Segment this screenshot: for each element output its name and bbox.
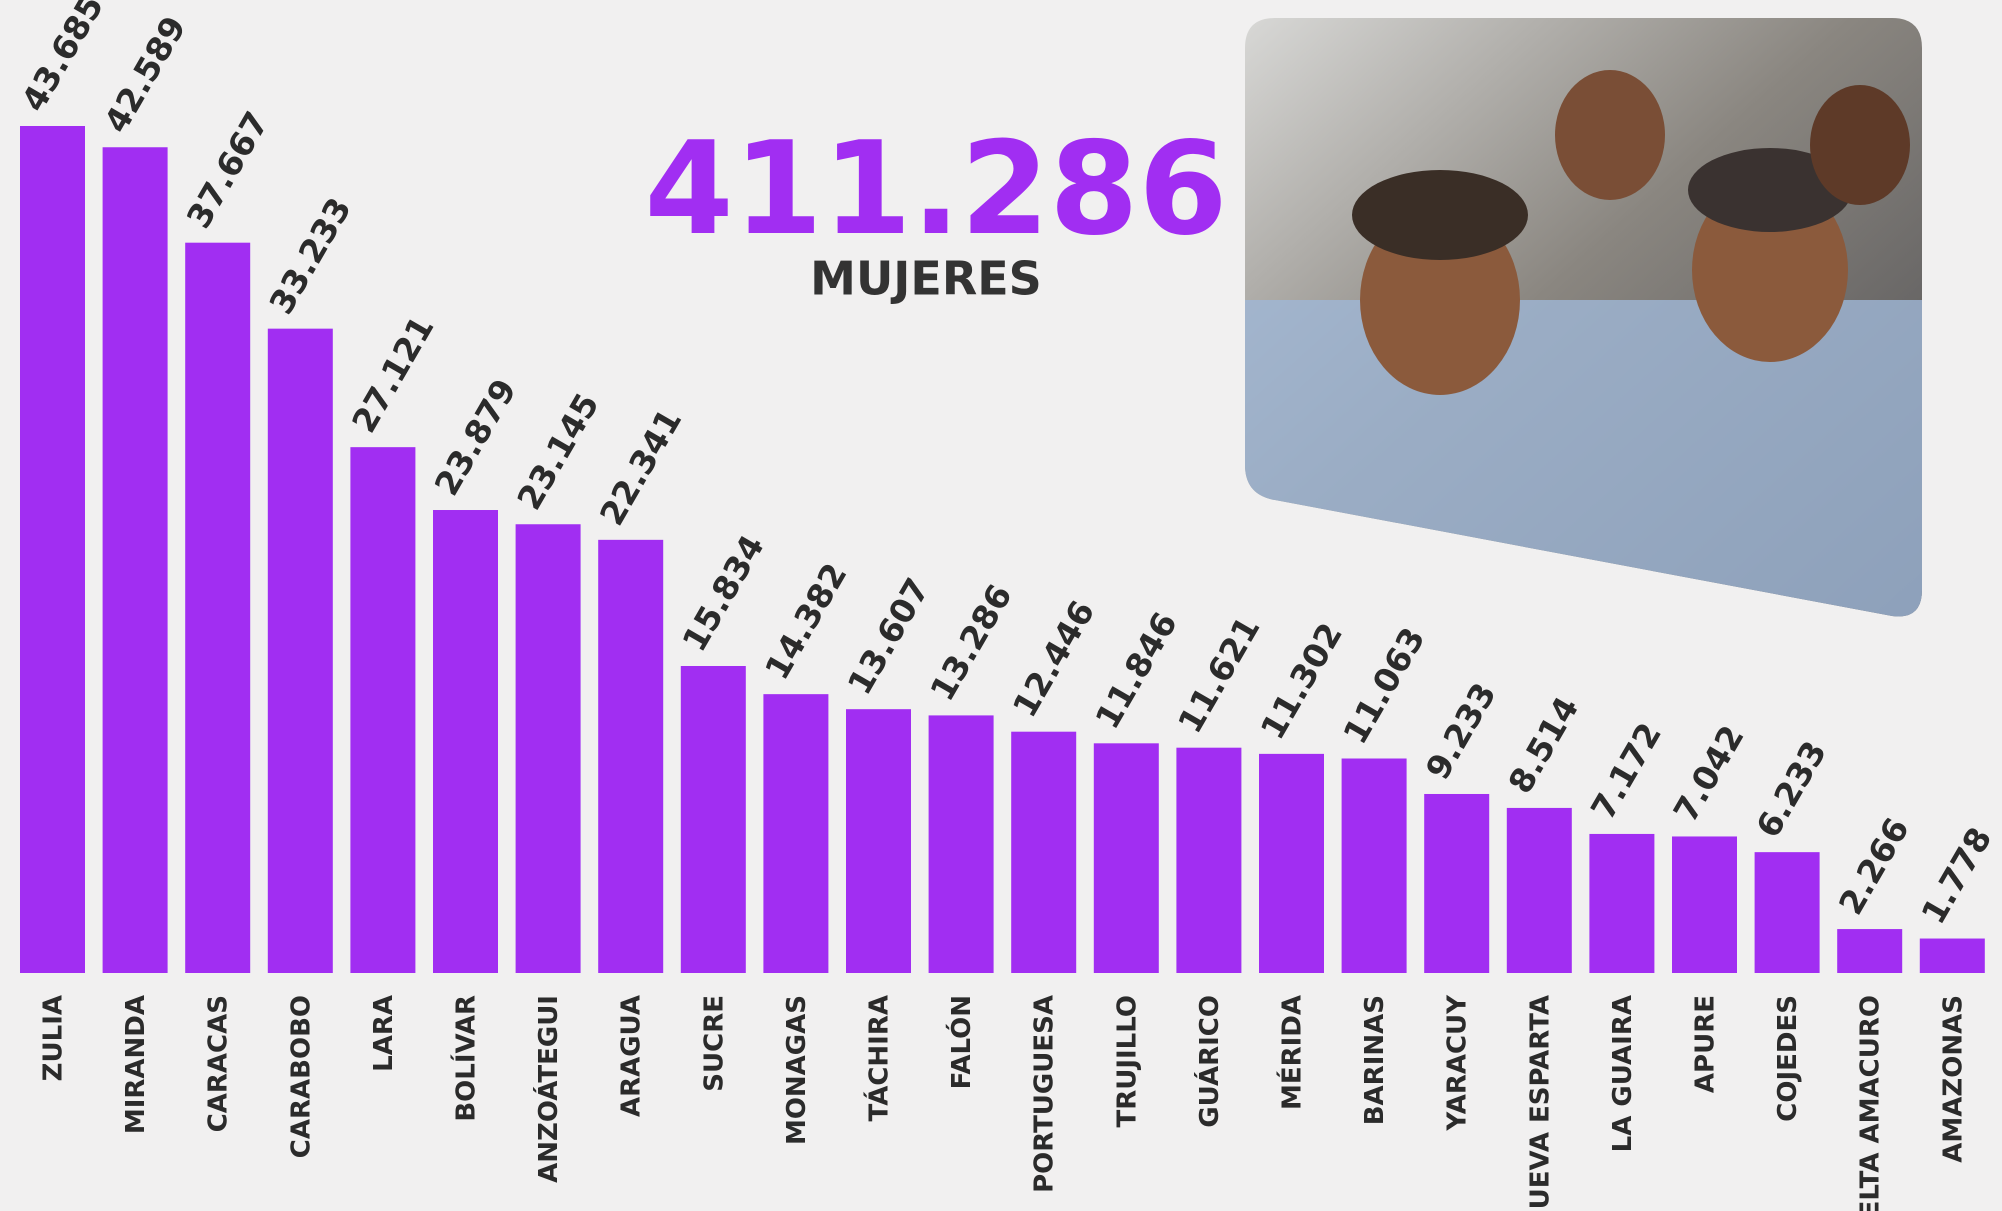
value-label: 7.042 xyxy=(1666,719,1752,829)
value-label: 42.589 xyxy=(96,9,193,139)
category-label: COJEDES xyxy=(1773,995,1803,1122)
category-label: ARAGUA xyxy=(617,995,647,1117)
category-label: CARABOBO xyxy=(286,995,316,1158)
category-label: YARACUY xyxy=(1443,994,1473,1132)
category-label: AMAZONAS xyxy=(1938,995,1968,1163)
value-label: 23.879 xyxy=(427,372,524,502)
category-label: FALÓN xyxy=(945,995,977,1089)
total-label: MUJERES xyxy=(810,252,1042,306)
value-label: 22.341 xyxy=(592,402,689,532)
category-label: PORTUGUESA xyxy=(1030,995,1060,1193)
bar xyxy=(1919,938,1985,973)
bar xyxy=(1589,833,1655,973)
bar xyxy=(928,715,994,973)
bar xyxy=(1259,753,1324,973)
bar xyxy=(598,539,664,973)
category-label: APURE xyxy=(1691,995,1721,1093)
bar xyxy=(1672,836,1737,973)
category-label: ANZOÁTEGUI xyxy=(532,995,564,1183)
value-label: 11.063 xyxy=(1335,621,1432,751)
bar xyxy=(680,665,746,973)
bar xyxy=(1424,793,1490,973)
value-label: 33.233 xyxy=(261,191,358,321)
category-label: LARA xyxy=(369,995,399,1072)
value-label: 27.121 xyxy=(344,309,441,439)
category-label: TÁCHIRA xyxy=(863,995,895,1122)
category-label: NUEVA ESPARTA xyxy=(1525,995,1555,1211)
photo xyxy=(1245,18,1922,617)
category-label: DELTA AMACURO xyxy=(1856,995,1886,1211)
category-label: MIRANDA xyxy=(121,995,151,1134)
value-label: 2.266 xyxy=(1831,811,1917,921)
bar xyxy=(102,147,168,974)
value-label: 11.302 xyxy=(1253,616,1350,746)
value-label: 6.233 xyxy=(1748,734,1834,844)
category-label: LA GUAIRA xyxy=(1608,995,1638,1152)
bar xyxy=(350,447,416,973)
value-label: 1.778 xyxy=(1913,821,1999,931)
bar xyxy=(1176,747,1242,973)
value-label: 7.172 xyxy=(1583,716,1669,826)
value-label: 13.607 xyxy=(840,571,937,701)
value-label: 9.233 xyxy=(1418,676,1504,786)
category-label: CARACAS xyxy=(204,995,234,1132)
category-label: BARINAS xyxy=(1360,995,1390,1125)
category-label: BOLÍVAR xyxy=(450,995,482,1122)
value-label: 12.446 xyxy=(1005,594,1102,724)
bar xyxy=(1011,731,1077,973)
value-label: 13.286 xyxy=(922,578,1019,708)
value-label: 11.621 xyxy=(1170,610,1267,740)
bar xyxy=(1341,758,1407,973)
bar xyxy=(515,524,581,973)
category-label: ZULIA xyxy=(39,995,69,1081)
bar xyxy=(763,694,829,973)
total: 411.286 xyxy=(645,115,1228,264)
category-label: GUÁRICO xyxy=(1193,995,1225,1128)
category-label: MÉRIDA xyxy=(1276,995,1308,1110)
value-label: 14.382 xyxy=(757,556,854,686)
value-label: 43.685 xyxy=(14,0,111,118)
bar xyxy=(1506,807,1572,973)
value-label: 23.145 xyxy=(509,386,606,516)
category-label: TRUJILLO xyxy=(1112,995,1142,1128)
bar xyxy=(1754,852,1820,973)
value-label: 37.667 xyxy=(179,105,276,235)
category-label: MONAGAS xyxy=(782,995,812,1145)
bar xyxy=(185,242,251,974)
bar xyxy=(1093,743,1159,973)
value-label: 11.846 xyxy=(1087,606,1184,736)
value-label: 8.514 xyxy=(1500,690,1586,800)
bar xyxy=(433,510,498,973)
bar xyxy=(267,328,333,973)
bar xyxy=(1837,929,1903,973)
bar xyxy=(846,709,911,973)
category-label: SUCRE xyxy=(699,995,729,1092)
bar xyxy=(20,126,85,973)
value-label: 15.834 xyxy=(674,528,771,658)
